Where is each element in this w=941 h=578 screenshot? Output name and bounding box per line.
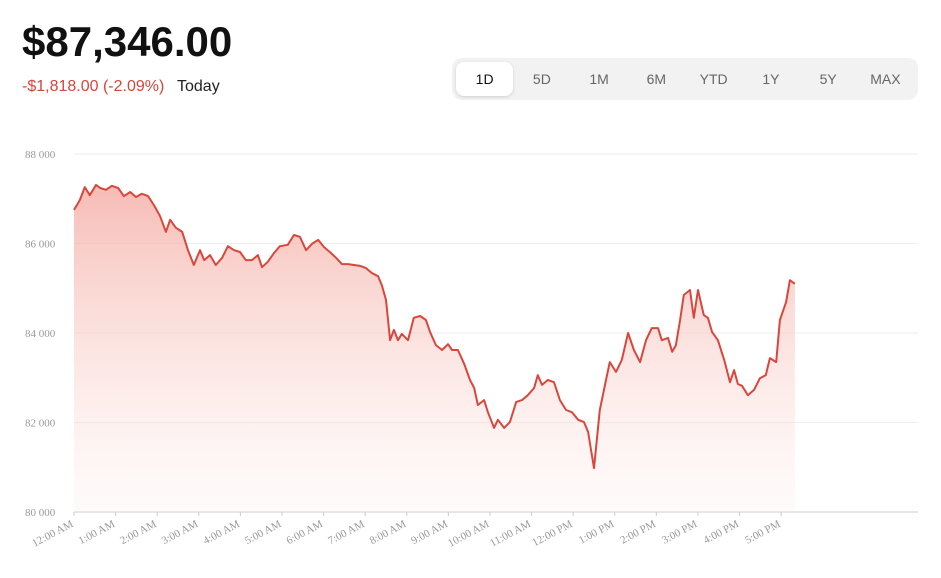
range-tab[interactable]: MAX	[870, 71, 901, 87]
y-tick-label: 80 000	[25, 507, 56, 519]
x-tick-label: 4:00 AM	[201, 518, 242, 547]
x-tick-label: 5:00 PM	[743, 518, 783, 547]
period-label: Today	[177, 78, 220, 95]
range-tab[interactable]: 1Y	[762, 71, 780, 87]
area	[74, 184, 795, 512]
range-tab[interactable]: 1M	[589, 71, 609, 87]
range-tab[interactable]: 5D	[532, 71, 551, 87]
x-tick-label: 3:00 PM	[660, 518, 700, 547]
x-tick-label: 11:00 AM	[488, 518, 533, 550]
range-tab[interactable]: 6M	[646, 71, 667, 87]
price-line	[73, 183, 796, 470]
x-tick-label: 9:00 AM	[409, 518, 450, 547]
y-tick-label: 86 000	[25, 239, 56, 251]
x-tick-label: 7:00 AM	[326, 518, 367, 547]
x-tick-label: 1:00 PM	[577, 518, 617, 547]
y-tick-label: 88 000	[25, 149, 56, 161]
x-tick-label: 6:00 AM	[285, 518, 326, 547]
range-tab[interactable]: YTD	[699, 71, 728, 87]
x-tick-label: 8:00 AM	[368, 518, 409, 547]
x-tick-label: 12:00 AM	[30, 518, 75, 550]
price: $87,346.00	[22, 18, 233, 65]
x-tick-label: 1:00 AM	[77, 518, 118, 547]
price-change: -$1,818.00 (-2.09%)	[22, 78, 165, 95]
x-tick-label: 5:00 AM	[243, 518, 284, 547]
x-tick-label: 3:00 AM	[160, 518, 201, 547]
y-tick-label: 82 000	[25, 418, 56, 430]
y-tick-label: 84 000	[25, 328, 56, 340]
x-tick-label: 2:00 PM	[618, 518, 658, 547]
range-tab[interactable]: 1D	[456, 62, 514, 96]
x-tick-label: 10:00 AM	[446, 518, 491, 550]
x-tick-label: 4:00 PM	[702, 518, 742, 547]
range-tab[interactable]: 5Y	[819, 71, 837, 87]
x-tick-label: 12:00 PM	[530, 518, 574, 549]
range-tabs: 1D 5D 1M 6M YTD 1Y 5Y MAX	[452, 58, 918, 100]
x-tick-label: 2:00 AM	[118, 518, 159, 547]
